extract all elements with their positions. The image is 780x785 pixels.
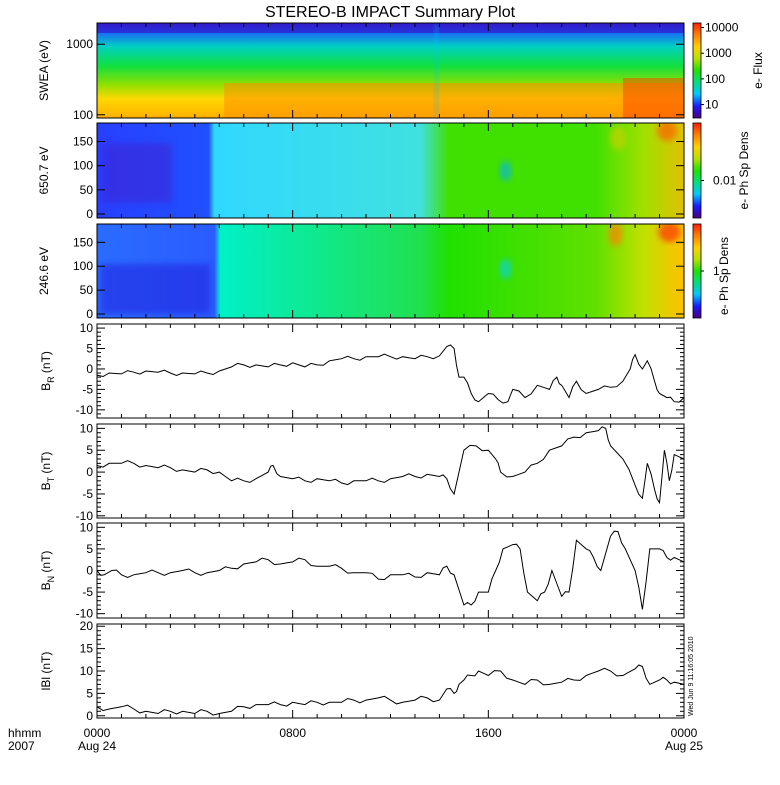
swea-ytick-label: 100: [73, 108, 93, 122]
x-tick-time: 1600: [475, 726, 502, 740]
x-tick-time: 0800: [279, 726, 306, 740]
pad246-ytick-label: 150: [73, 235, 93, 249]
swea-colorbar-tick: 10000: [705, 21, 739, 35]
line-panels: [96, 344, 685, 716]
bn-ytick-label: -5: [82, 585, 93, 599]
pad246-colorbar: [692, 223, 702, 319]
bn-ytick-label: 5: [86, 542, 93, 556]
br-ytick-label: 10: [80, 321, 94, 335]
pad246-ylabel: 246.6 eV: [37, 247, 51, 295]
x-axis-label-hhmm: hhmm: [8, 726, 41, 740]
pad650-ylabel: 650.7 eV: [37, 146, 51, 194]
swea-colorbar-tick: 10: [705, 98, 719, 112]
x-axis-label-year: 2007: [8, 739, 35, 753]
pad246-ytick-label: 0: [86, 307, 93, 321]
pad246-colorbar-tick: 1: [713, 264, 720, 278]
pad650-colorbar: [692, 122, 702, 219]
br-ylabel: BR (nT): [39, 351, 56, 391]
pad246-colorbar-label: e- Ph Sp Dens: [717, 237, 731, 315]
bmag-ytick-label: 0: [86, 709, 93, 723]
plot-title: STEREO-B IMPACT Summary Plot: [265, 4, 516, 21]
bmag-frame: [96, 623, 685, 719]
pad246-ytick-label: 100: [73, 259, 93, 273]
swea-colorbar-tick: 1000: [705, 46, 732, 60]
x-tick-time: 0000: [84, 726, 111, 740]
br-ytick-label: -5: [82, 382, 93, 396]
swea-ylabel: SWEA (eV): [37, 40, 51, 101]
br-ytick-label: -10: [76, 403, 94, 417]
pad650-ytick-label: 0: [86, 207, 93, 221]
bt-ytick-label: 10: [80, 421, 94, 435]
heatmap-panels: [97, 23, 684, 318]
x-tick-date: Aug 24: [78, 739, 116, 753]
pad650-ytick-label: 50: [80, 183, 94, 197]
bt-ytick-label: 0: [86, 465, 93, 479]
generation-timestamp: Wed Jun 9 11:16:05 2010: [688, 636, 695, 716]
swea-colorbar-label: e- Flux: [751, 52, 765, 89]
bt-ylabel: BT (nT): [39, 452, 56, 491]
bt-frame: [96, 423, 685, 519]
swea-colorbar: [692, 22, 702, 119]
bn-frame: [96, 522, 685, 619]
pad650-colorbar-label: e- Ph Sp Dens: [737, 131, 751, 209]
bt-ytick-label: -5: [82, 487, 93, 501]
pad650-colorbar-tick: 0.01: [713, 174, 737, 188]
pad650-ytick-label: 100: [73, 159, 93, 173]
br-series-line: [96, 344, 685, 404]
pad650-ytick-label: 150: [73, 135, 93, 149]
bt-ytick-label: 5: [86, 443, 93, 457]
pad650-spectrogram: [97, 123, 684, 218]
bt-ytick-label: -10: [76, 509, 94, 523]
bn-ylabel: BN (nT): [39, 551, 56, 591]
bn-series-line: [96, 530, 685, 610]
bmag-ytick-label: 20: [80, 619, 94, 633]
bn-ytick-label: -10: [76, 607, 94, 621]
bmag-ytick-label: 5: [86, 686, 93, 700]
bn-ytick-label: 10: [80, 520, 94, 534]
br-frame: [96, 323, 685, 419]
swea-ytick-label: 1000: [66, 37, 93, 51]
bmag-series-line: [96, 664, 685, 716]
pad246-ytick-label: 50: [80, 283, 94, 297]
bmag-ytick-label: 10: [80, 664, 94, 678]
x-tick-time: 0000: [671, 726, 698, 740]
bt-series-line: [96, 426, 685, 505]
bmag-ytick-label: 15: [80, 642, 94, 656]
swea-colorbar-tick: 100: [705, 72, 725, 86]
br-ytick-label: 5: [86, 342, 93, 356]
br-ytick-label: 0: [86, 362, 93, 376]
bmag-ylabel: lBl (nT): [39, 652, 53, 691]
bn-ytick-label: 0: [86, 564, 93, 578]
x-tick-date: Aug 25: [665, 739, 703, 753]
